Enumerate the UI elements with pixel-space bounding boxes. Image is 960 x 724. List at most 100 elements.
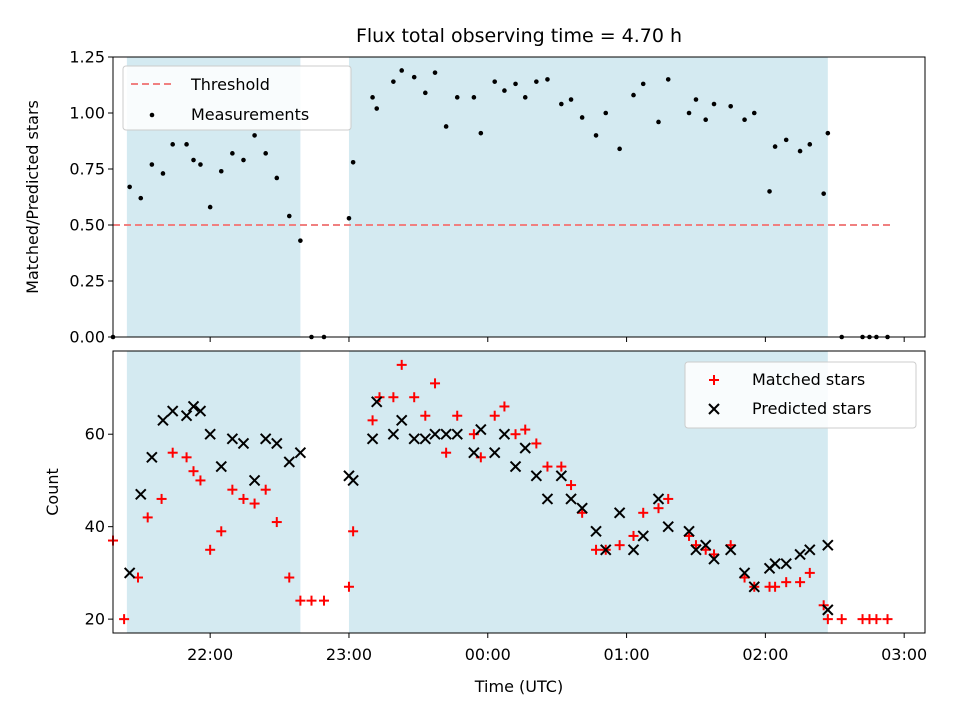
bottom-axes-frame bbox=[112, 350, 926, 634]
cross-stroke-b bbox=[146, 451, 158, 464]
predicted-star-point bbox=[541, 493, 554, 505]
cross-stroke-b bbox=[123, 567, 136, 579]
cross-stroke-b bbox=[283, 456, 295, 468]
x-tick-label: 02:00 bbox=[742, 645, 788, 664]
matched-star-point bbox=[156, 493, 167, 504]
legend-matched-swatch bbox=[709, 375, 719, 385]
matched-star-point bbox=[195, 475, 206, 486]
cross-stroke-b bbox=[780, 557, 792, 570]
x-tick-label: 01:00 bbox=[604, 645, 650, 664]
observing-window-band bbox=[126, 351, 301, 633]
cross-stroke-b bbox=[371, 396, 383, 408]
legend-measurements-swatch bbox=[149, 112, 155, 118]
matched-star-point bbox=[871, 614, 882, 625]
cross-stroke-b bbox=[366, 433, 379, 445]
matched-star-point bbox=[653, 503, 664, 514]
predicted-star-point bbox=[652, 493, 665, 505]
measurement-point bbox=[286, 213, 292, 219]
predicted-star-point bbox=[204, 428, 216, 440]
cross-stroke-b bbox=[541, 493, 554, 505]
cross-stroke-b bbox=[237, 437, 250, 450]
predicted-star-point bbox=[738, 567, 751, 579]
matched-star-point bbox=[216, 526, 227, 537]
predicted-star-point bbox=[271, 437, 283, 450]
predicted-star-point bbox=[123, 567, 136, 579]
predicted-star-point bbox=[396, 414, 408, 427]
cross-stroke-b bbox=[429, 428, 441, 440]
matched-star-point bbox=[638, 507, 649, 518]
predicted-star-point bbox=[387, 428, 400, 440]
measurement-point bbox=[711, 101, 717, 107]
measurement-point bbox=[579, 115, 585, 120]
matched-star-point bbox=[542, 461, 553, 472]
cross-stroke-b bbox=[724, 544, 737, 556]
matched-star-point bbox=[142, 512, 153, 523]
matched-star-point bbox=[591, 544, 602, 555]
measurement-point bbox=[534, 79, 539, 84]
cross-stroke-b bbox=[662, 520, 674, 533]
matched-star-point bbox=[306, 595, 317, 606]
matched-star-point bbox=[271, 517, 282, 528]
measurement-point bbox=[160, 171, 166, 176]
y-tick-label: 0.75 bbox=[69, 160, 105, 179]
measurement-point bbox=[631, 92, 636, 98]
measurement-point bbox=[298, 238, 303, 243]
matched-star-point bbox=[882, 614, 893, 625]
predicted-star-point bbox=[555, 470, 568, 482]
matched-star-point bbox=[770, 581, 781, 592]
measurement-point bbox=[502, 88, 507, 93]
cross-stroke-b bbox=[555, 470, 568, 482]
measurement-point bbox=[191, 157, 196, 163]
observing-window-band bbox=[348, 57, 828, 337]
y-tick-label: 40 bbox=[85, 517, 105, 536]
measurement-point bbox=[703, 117, 708, 123]
measurement-point bbox=[350, 159, 356, 165]
measurement-point bbox=[568, 97, 574, 102]
cross-stroke-b bbox=[769, 557, 781, 570]
cross-stroke-b bbox=[475, 423, 487, 436]
matched-star-point bbox=[367, 415, 378, 426]
matched-star-point bbox=[227, 484, 238, 495]
matched-star-point bbox=[822, 614, 833, 625]
cross-stroke-b bbox=[215, 460, 227, 473]
measurement-point bbox=[391, 79, 396, 84]
matched-star-point bbox=[238, 493, 249, 504]
matched-star-point bbox=[181, 452, 192, 463]
bottom-y-ticks: 20 40 60 bbox=[85, 425, 113, 629]
predicted-star-point bbox=[237, 437, 250, 450]
x-tick-label: 22:00 bbox=[187, 645, 233, 664]
y-tick-label: 0.00 bbox=[69, 328, 105, 347]
measurement-point bbox=[411, 74, 417, 80]
predicted-star-point bbox=[600, 544, 612, 556]
matched-star-point bbox=[205, 544, 216, 555]
predicted-star-point bbox=[451, 428, 463, 440]
matched-star-point bbox=[781, 577, 792, 588]
matched-star-point bbox=[348, 526, 359, 537]
y-tick-label: 1.25 bbox=[69, 48, 105, 67]
cross-stroke-b bbox=[259, 433, 272, 445]
matched-star-point bbox=[249, 498, 260, 509]
measurement-point bbox=[593, 133, 599, 138]
measurement-point bbox=[492, 79, 498, 84]
predicted-star-point bbox=[498, 428, 511, 440]
bottom-x-ticks: 22:00 23:00 00:00 01:00 02:00 03:00 bbox=[187, 633, 927, 664]
measurement-point bbox=[198, 162, 203, 167]
predicted-star-point bbox=[530, 470, 543, 482]
predicted-star-point bbox=[294, 446, 307, 459]
top-y-axis-label: Matched/Predicted stars bbox=[23, 100, 42, 294]
predicted-star-point bbox=[180, 410, 193, 422]
matched-star-point bbox=[420, 410, 431, 421]
matched-star-point bbox=[284, 572, 295, 583]
measurement-point bbox=[346, 215, 352, 221]
measurement-point bbox=[184, 142, 189, 147]
cross-stroke-b bbox=[294, 446, 307, 459]
predicted-star-point bbox=[794, 548, 806, 561]
predicted-star-point bbox=[226, 433, 239, 445]
top-panel: 0.00 0.25 0.50 0.75 1.00 1.25 Flux total obse… bbox=[23, 25, 926, 347]
cross-stroke-b bbox=[194, 405, 207, 417]
measurement-point bbox=[423, 90, 428, 96]
predicted-star-point bbox=[419, 433, 432, 445]
predicted-star-point bbox=[724, 544, 737, 556]
measurement-point bbox=[263, 151, 268, 156]
